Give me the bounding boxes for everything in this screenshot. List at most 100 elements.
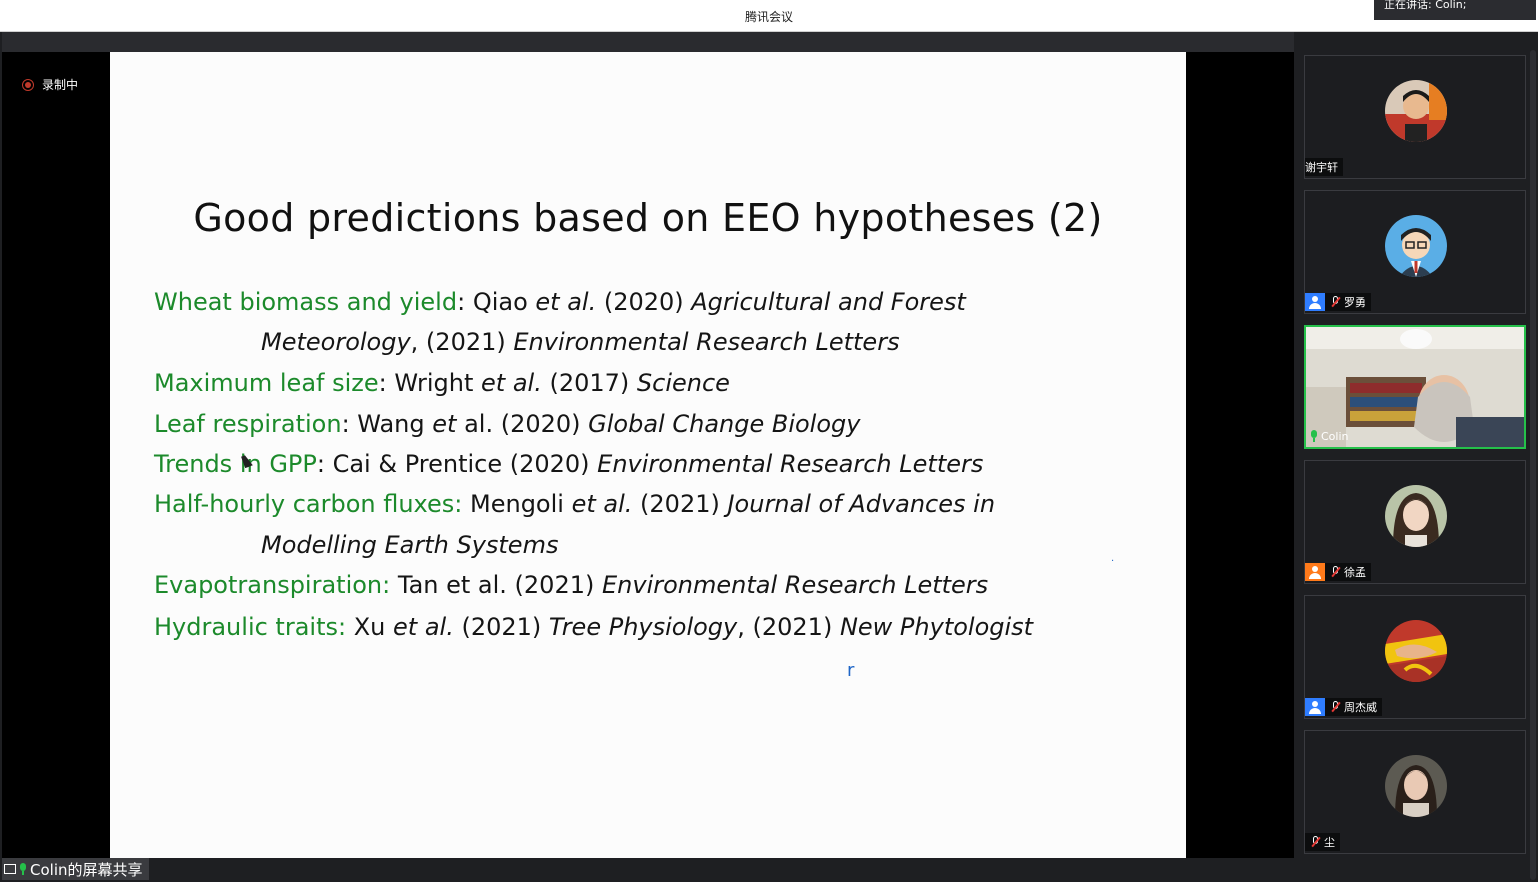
journal: Agricultural and Forest — [691, 288, 966, 316]
slide-line-leaf-size: Maximum leaf size: Wright et al. (2017) … — [154, 369, 730, 397]
author: Wang — [357, 410, 433, 438]
participant-tile-active-speaker[interactable]: Colin — [1304, 325, 1526, 449]
year: (2020) — [596, 288, 692, 316]
avatar — [1385, 620, 1447, 682]
separator: : — [457, 288, 473, 316]
recording-label: 录制中 — [42, 78, 79, 92]
top-toolbar-strip — [2, 32, 1294, 52]
mic-active-icon — [19, 863, 27, 875]
separator — [390, 571, 398, 599]
pen-annotation: r — [847, 660, 855, 681]
mic-muted-icon — [1331, 296, 1341, 308]
screen-share-icon — [4, 864, 16, 874]
participant-tile[interactable]: 罗勇 — [1304, 190, 1526, 314]
journal: Global Change Biology — [588, 410, 861, 438]
slide-line-et: Evapotranspiration: Tan et al. (2021) En… — [154, 571, 988, 599]
recording-indicator[interactable]: 录制中 — [22, 76, 78, 93]
topic-label: Wheat biomass and yield — [154, 288, 458, 316]
mic-muted-icon — [1311, 836, 1321, 848]
user-icon — [1305, 563, 1325, 581]
journal: New Phytologist — [839, 613, 1034, 641]
participant-name: 徐孟 — [1344, 566, 1366, 579]
topic-label: Trends in GPP — [154, 450, 317, 478]
journal: Environmental Research Letters — [597, 450, 984, 478]
year: (2021) — [453, 613, 549, 641]
avatar — [1385, 215, 1447, 277]
journal: Environmental Research Letters — [513, 328, 900, 356]
title-bar: 腾讯会议 — [0, 0, 1538, 32]
window-title: 腾讯会议 — [744, 10, 793, 24]
participant-name-tag: 周杰威 — [1305, 698, 1382, 716]
topic-label: Evapotranspiration: — [154, 571, 391, 599]
user-icon — [1305, 293, 1325, 311]
mic-muted-icon — [1331, 701, 1341, 713]
slide-line-wheat-cont: Meteorology, (2021) Environmental Resear… — [261, 328, 900, 356]
year: (2021) — [632, 490, 728, 518]
separator — [462, 490, 470, 518]
participant-name-tag: Colin — [1306, 427, 1354, 445]
separator: : — [378, 369, 395, 397]
user-icon — [1305, 698, 1325, 716]
author: Mengoli — [470, 490, 572, 518]
topic-label: Half-hourly carbon fluxes: — [154, 490, 463, 518]
et-al: et al. — [481, 369, 542, 397]
author: Xu — [353, 613, 394, 641]
year: , (2021) — [737, 613, 840, 641]
author: Tan et al. (2021) — [397, 571, 602, 599]
participant-name: 尘 — [1324, 836, 1335, 849]
author: Wright — [394, 369, 482, 397]
journal: Environmental Research Letters — [601, 571, 989, 599]
record-icon — [22, 78, 34, 91]
separator: : — [341, 410, 358, 438]
participant-name: Colin — [1321, 429, 1349, 443]
presentation-slide: Good predictions based on EEO hypotheses… — [110, 52, 1186, 858]
participant-tile[interactable]: 尘 — [1304, 730, 1526, 854]
speaking-indicator: 正在讲话: Colin; — [1374, 0, 1536, 20]
pen-dot-annotation: · — [1111, 556, 1115, 567]
author: Qiao — [472, 288, 536, 316]
avatar — [1385, 80, 1447, 142]
bottom-bar — [2, 858, 1294, 882]
slide-line-gpp: Trends in GPP: Cai & Prentice (2020) Env… — [154, 450, 983, 478]
separator — [346, 613, 354, 641]
slide-line-wheat: Wheat biomass and yield: Qiao et al. (20… — [154, 288, 966, 316]
participant-name: 谢宇轩 — [1305, 161, 1338, 174]
mic-active-icon — [1310, 430, 1318, 442]
journal: Tree Physiology — [548, 613, 738, 641]
journal: Modelling Earth Systems — [261, 531, 559, 559]
participant-name-tag: 尘 — [1305, 833, 1340, 851]
participant-tile[interactable]: 谢宇轩 — [1304, 55, 1526, 179]
participant-tile[interactable]: 徐孟 — [1304, 460, 1526, 584]
participant-name-tag: 徐孟 — [1305, 563, 1371, 581]
slide-line-hydraulic: Hydraulic traits: Xu et al. (2021) Tree … — [154, 613, 1033, 641]
participant-name-tag: 罗勇 — [1305, 293, 1371, 311]
topic-label: Leaf respiration — [154, 410, 342, 438]
year: al. (2020) — [456, 410, 589, 438]
year: , (2021) — [410, 328, 514, 356]
year: (2017) — [541, 369, 637, 397]
author: Cai & Prentice (2020) — [332, 450, 598, 478]
participant-name: 罗勇 — [1344, 296, 1366, 309]
et-al: et al. — [393, 613, 454, 641]
slide-line-fluxes: Half-hourly carbon fluxes: Mengoli et al… — [154, 490, 995, 518]
participant-name-tag: 谢宇轩 — [1305, 158, 1343, 176]
et-al: et al. — [535, 288, 597, 316]
participant-name: 周杰威 — [1344, 701, 1377, 714]
avatar — [1385, 485, 1447, 547]
screen-share-label[interactable]: Colin的屏幕共享 — [2, 858, 149, 880]
participant-tile[interactable]: 周杰威 — [1304, 595, 1526, 719]
slide-title: Good predictions based on EEO hypotheses… — [193, 196, 1103, 240]
journal: Science — [636, 369, 730, 397]
slide-line-respiration: Leaf respiration: Wang et al. (2020) Glo… — [154, 410, 860, 438]
avatar — [1385, 755, 1447, 817]
journal: Meteorology — [261, 328, 411, 356]
et-al: et — [432, 410, 457, 438]
sidebar-scrollbar[interactable] — [1530, 50, 1536, 880]
slide-line-fluxes-cont: Modelling Earth Systems — [261, 531, 558, 559]
journal: Journal of Advances in — [727, 490, 996, 518]
et-al: et al. — [571, 490, 633, 518]
mic-muted-icon — [1331, 566, 1341, 578]
topic-label: Maximum leaf size — [154, 369, 379, 397]
topic-label: Hydraulic traits: — [154, 613, 347, 641]
share-label-text: Colin的屏幕共享 — [30, 860, 143, 879]
